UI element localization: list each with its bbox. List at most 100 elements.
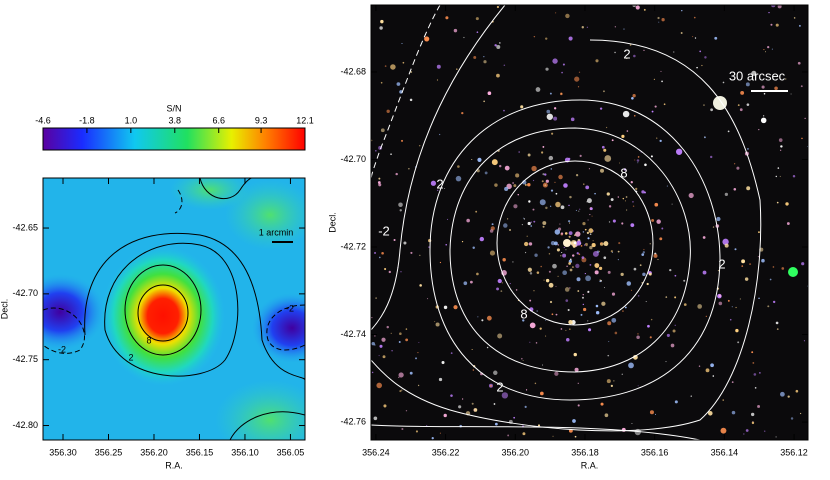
star — [549, 205, 552, 207]
star — [649, 410, 654, 415]
star — [600, 242, 602, 244]
star — [453, 28, 458, 33]
star — [529, 341, 531, 343]
star — [565, 329, 567, 331]
star — [555, 201, 561, 208]
star — [545, 37, 548, 40]
star — [584, 272, 586, 275]
star — [613, 380, 615, 382]
star — [722, 238, 729, 246]
star — [574, 435, 577, 438]
star — [477, 157, 482, 162]
star — [595, 304, 599, 308]
star — [595, 310, 600, 315]
star — [567, 220, 571, 223]
star — [571, 266, 574, 269]
star — [753, 373, 757, 376]
star — [582, 222, 586, 226]
star — [649, 336, 652, 339]
star — [562, 270, 568, 276]
plot-frame — [42, 177, 306, 441]
star — [588, 168, 590, 170]
star — [569, 195, 572, 199]
star — [371, 371, 374, 374]
star — [739, 298, 741, 300]
star — [401, 428, 404, 431]
star — [472, 369, 475, 371]
star — [380, 81, 383, 84]
star — [601, 145, 605, 149]
star — [447, 218, 449, 220]
star — [740, 90, 745, 95]
star — [576, 240, 582, 246]
star — [403, 241, 407, 245]
star — [617, 250, 620, 253]
star — [564, 287, 570, 292]
star — [568, 231, 573, 235]
star — [532, 208, 535, 211]
star — [483, 100, 485, 103]
star — [399, 332, 402, 335]
star — [530, 221, 532, 223]
colorbar-tick-label: 12.1 — [296, 115, 314, 125]
star — [622, 110, 630, 118]
contour-label: 2 — [496, 379, 503, 394]
star — [548, 282, 554, 288]
star — [775, 175, 778, 178]
star — [476, 31, 479, 34]
star — [545, 67, 549, 71]
star — [504, 186, 509, 191]
star — [533, 220, 536, 223]
star — [599, 107, 603, 110]
star — [483, 60, 487, 64]
star — [408, 168, 410, 170]
star — [589, 264, 592, 266]
contour-label: -2 — [378, 223, 390, 238]
star — [659, 237, 663, 241]
star — [574, 367, 579, 372]
star — [688, 192, 694, 199]
star — [524, 184, 527, 186]
star — [744, 277, 749, 281]
star — [624, 200, 626, 202]
star — [607, 270, 611, 274]
star — [379, 344, 383, 348]
star — [566, 265, 568, 267]
star — [463, 281, 468, 286]
star — [623, 28, 625, 30]
star — [512, 182, 514, 184]
star — [581, 26, 584, 29]
star — [546, 113, 554, 120]
star — [503, 109, 505, 112]
star — [494, 183, 498, 187]
star — [398, 376, 400, 378]
star — [391, 349, 393, 352]
star — [704, 136, 706, 139]
star — [601, 301, 606, 306]
star — [736, 166, 740, 170]
star — [648, 272, 652, 276]
star — [486, 315, 492, 321]
star — [696, 66, 698, 69]
star — [583, 307, 587, 312]
star — [526, 235, 528, 237]
star — [586, 201, 588, 203]
star — [555, 12, 557, 14]
x-axis-label: R.A. — [581, 460, 599, 470]
star — [632, 5, 637, 8]
star — [772, 300, 776, 304]
star — [439, 261, 442, 264]
star — [775, 23, 779, 27]
star — [651, 110, 654, 113]
star — [587, 320, 589, 322]
star — [503, 223, 508, 228]
star — [603, 90, 605, 93]
x-tick-label: 356.10 — [231, 447, 259, 457]
star — [585, 185, 590, 190]
star — [435, 322, 440, 327]
star — [656, 137, 658, 139]
star — [800, 85, 803, 88]
star — [633, 114, 636, 117]
star — [776, 328, 779, 330]
plot-frame — [370, 4, 809, 441]
